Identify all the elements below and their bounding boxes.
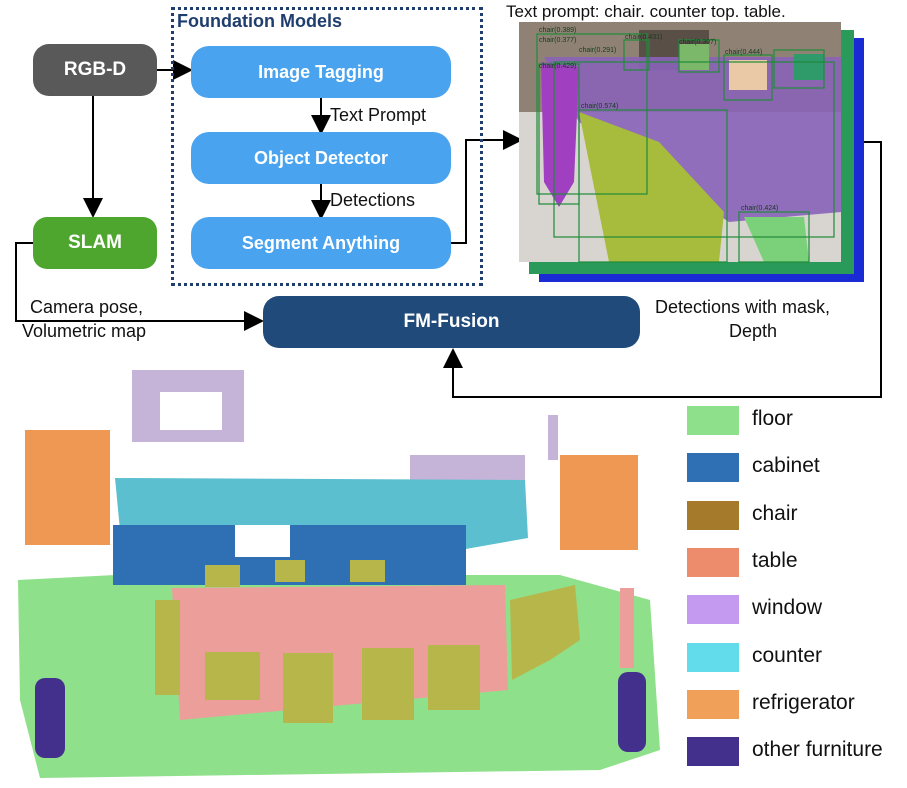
legend-label-window: window <box>752 596 823 619</box>
detection-image: chair(0.389) chair(0.377) chair(0.431) c… <box>519 22 864 282</box>
legend-label-table: table <box>752 549 798 572</box>
det-label-4: chair(0.307) <box>679 39 716 46</box>
legend-label-other-furniture: other furniture <box>752 738 883 761</box>
arrow-image-to-fusion <box>443 141 882 398</box>
legend-label-cabinet: cabinet <box>752 454 820 477</box>
legend-label-floor: floor <box>752 407 793 430</box>
det-label-3: chair(0.431) <box>625 34 662 41</box>
legend-swatch-floor <box>687 406 739 435</box>
semantic-map <box>18 370 660 778</box>
volumetric-map-label: Volumetric map <box>22 321 147 341</box>
det-label-2: chair(0.377) <box>539 37 576 44</box>
fm-fusion-label: FM-Fusion <box>403 311 500 332</box>
slam-box: SLAM <box>33 217 157 269</box>
object-detector-label: Object Detector <box>253 147 389 168</box>
det-label-5: chair(0.444) <box>725 49 762 56</box>
legend-swatch-other-furniture <box>687 737 739 766</box>
segment-anything-label: Segment Anything <box>241 232 401 253</box>
legend-swatch-window <box>687 595 739 624</box>
legend-label-refrigerator: refrigerator <box>752 691 855 714</box>
legend-swatch-table <box>687 548 739 577</box>
detections-mask-label: Detections with mask, <box>655 297 831 317</box>
det-label-6: chair(0.291) <box>579 47 616 54</box>
image-tagging-label: Image Tagging <box>258 61 384 82</box>
camera-pose-label: Camera pose, <box>30 297 144 317</box>
rgbd-box: RGB-D <box>33 44 157 96</box>
depth-label: Depth <box>729 321 778 341</box>
legend-label-chair: chair <box>752 502 798 525</box>
text-prompt-arrow-label: Text Prompt <box>330 105 427 125</box>
det-label-8: chair(0.574) <box>581 103 618 110</box>
legend-swatch-counter <box>687 643 739 672</box>
det-label-1: chair(0.389) <box>539 27 576 34</box>
det-label-9: chair(0.424) <box>741 205 778 212</box>
legend-label-counter: counter <box>752 644 823 667</box>
rgbd-label: RGB-D <box>63 59 127 80</box>
arrow-slam-to-fusion <box>15 242 264 331</box>
det-label-7: chair(0.429) <box>539 63 576 70</box>
fm-fusion-box: FM-Fusion <box>263 296 640 348</box>
image-tagging-box: Image Tagging <box>191 46 451 98</box>
arrow-sam-to-image <box>451 130 523 244</box>
foundation-models-frame <box>171 7 483 286</box>
segment-anything-box: Segment Anything <box>191 217 451 269</box>
text-prompt-caption: Text prompt: chair. counter top. table. <box>506 2 786 21</box>
legend-swatch-chair <box>687 501 739 530</box>
detections-arrow-label: Detections <box>330 190 416 210</box>
object-detector-box: Object Detector <box>191 132 451 184</box>
legend-swatch-refrigerator <box>687 690 739 719</box>
legend-swatch-cabinet <box>687 453 739 482</box>
slam-label: SLAM <box>68 232 122 253</box>
foundation-models-title: Foundation Models <box>177 11 342 31</box>
